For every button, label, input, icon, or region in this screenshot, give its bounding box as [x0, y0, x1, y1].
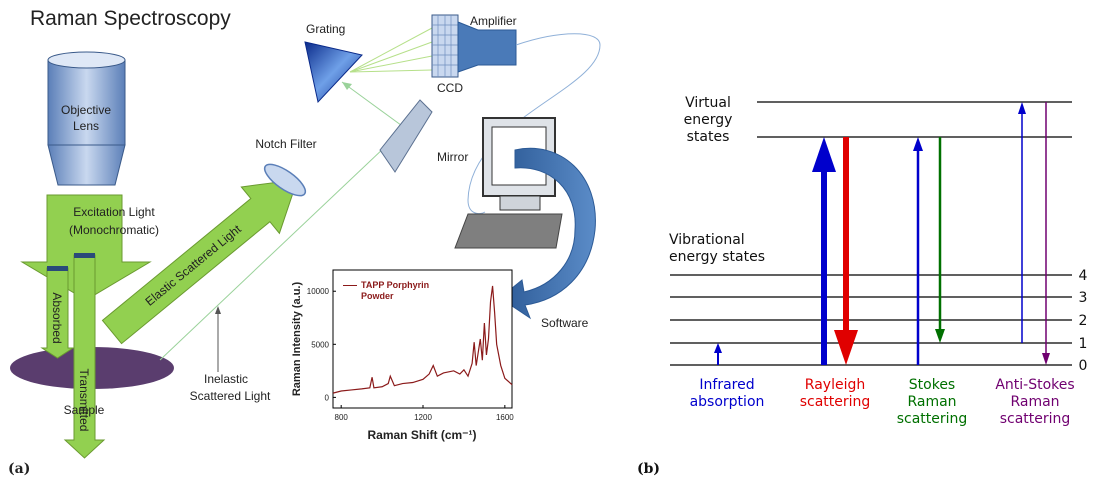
arrow-head [1042, 353, 1050, 365]
inset-legend: TAPP Porphyrin Powder [343, 280, 456, 302]
process-label: Stokes [909, 377, 955, 393]
vibrational-label: Vibrational [669, 232, 745, 248]
figure: {"panel_a": {"label": "(a)", "title": "R… [0, 0, 1093, 482]
lens-label: Objective [61, 103, 111, 117]
virtual-label: energy [684, 112, 733, 128]
dispersed-light [350, 28, 432, 72]
x-tick-label: 1600 [496, 413, 514, 422]
ccd-label: CCD [437, 81, 463, 95]
vibrational-label: energy states [669, 249, 765, 265]
level-label: 2 [1079, 313, 1088, 329]
process-label: scattering [1000, 411, 1071, 427]
process-label: Anti-Stokes [995, 377, 1074, 393]
level-label: 4 [1079, 268, 1088, 284]
mirror [380, 100, 432, 172]
panel-b: Virtual energy states Vibrational energy… [637, 95, 1088, 477]
level-label: 0 [1079, 358, 1088, 374]
amplifier [458, 22, 516, 72]
ccd [432, 15, 458, 77]
y-tick-label: 0 [325, 393, 330, 402]
process-label: scattering [897, 411, 968, 427]
x-axis-label: Raman Shift (cm⁻¹) [367, 428, 476, 442]
process-label: scattering [800, 394, 871, 410]
x-tick-label: 1200 [414, 413, 432, 422]
process-label: Infrared [699, 377, 754, 393]
absorbed-label: Absorbed [50, 292, 64, 343]
process-label: Rayleigh [805, 377, 865, 393]
level-label: 3 [1079, 290, 1088, 306]
arrow-head [935, 329, 945, 343]
inelastic-label: Inelastic [204, 372, 248, 386]
notch-label: Notch Filter [255, 137, 316, 151]
excitation-label: (Monochromatic) [69, 223, 159, 237]
panel-label: (a) [8, 461, 30, 477]
arrow-head [834, 330, 858, 365]
canvas: Raman Spectroscopy Objective Lens Excita… [0, 0, 1093, 482]
x-tick-label: 800 [335, 413, 349, 422]
process-label: Raman [907, 394, 956, 410]
panel-label: (b) [637, 461, 660, 477]
level-label: 1 [1079, 336, 1088, 352]
arrow-head [714, 343, 722, 353]
bar-cap [74, 253, 95, 258]
bar-cap [47, 266, 68, 271]
excitation-label: Excitation Light [73, 205, 155, 219]
computer [455, 118, 562, 248]
sample-label: Sample [64, 403, 105, 417]
lens-label: Lens [73, 119, 99, 133]
grating-label: Grating [306, 22, 345, 36]
legend-swatch [343, 285, 357, 286]
legend-entry: TAPP Porphyrin Powder [361, 280, 429, 301]
y-axis-label: Raman Intensity (a.u.) [291, 282, 303, 397]
process-label: absorption [690, 394, 765, 410]
light-path [342, 82, 405, 128]
inelastic-label: Scattered Light [190, 389, 271, 403]
arrow-head [812, 137, 836, 172]
y-tick-label: 5000 [311, 340, 329, 349]
y-tick-label: 10000 [307, 287, 330, 296]
virtual-levels [757, 102, 1072, 137]
title: Raman Spectroscopy [30, 7, 231, 30]
software-label: Software [541, 316, 589, 330]
panel-a: Raman Spectroscopy Objective Lens Excita… [8, 7, 600, 477]
arrow-head [1018, 102, 1026, 114]
virtual-label: states [687, 129, 730, 145]
transmitted-label: Transmitted [77, 369, 91, 432]
mirror-label: Mirror [437, 150, 468, 164]
amplifier-label: Amplifier [470, 14, 517, 28]
arrow-head [913, 137, 923, 151]
virtual-label: Virtual [685, 95, 731, 111]
process-label: Raman [1010, 394, 1059, 410]
